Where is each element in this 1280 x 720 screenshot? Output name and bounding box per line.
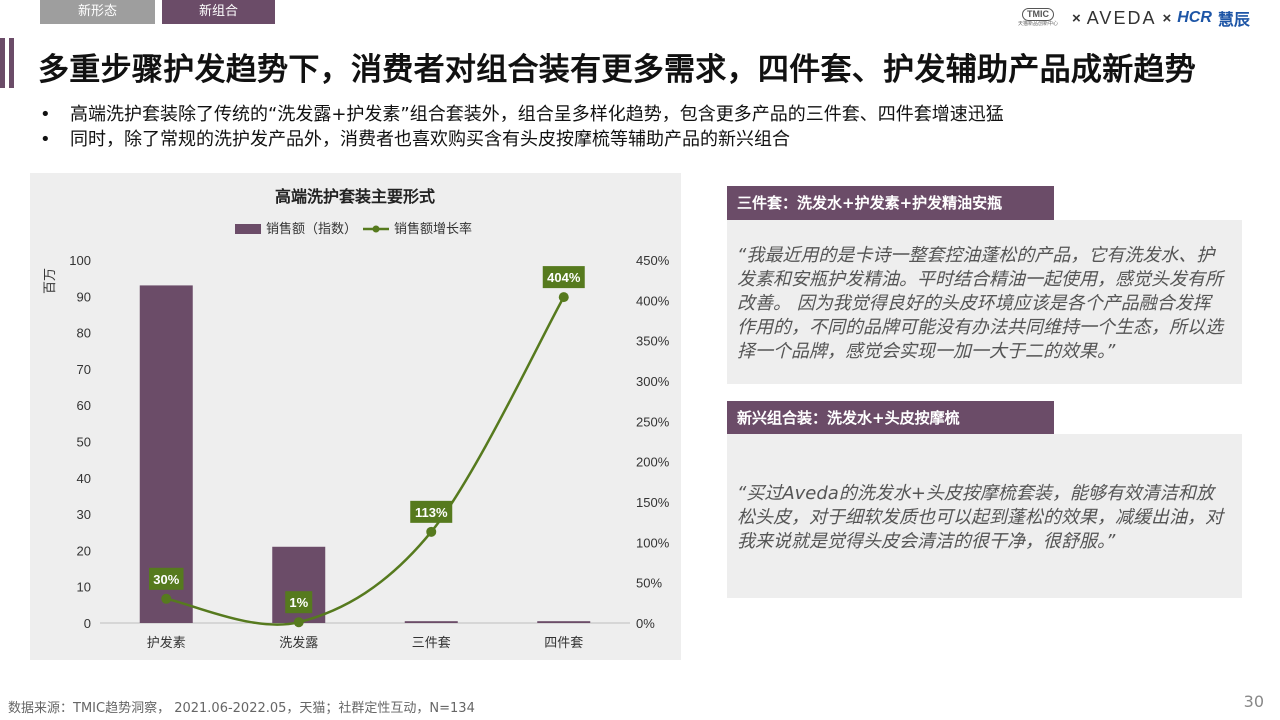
y2-tick-label: 250% bbox=[636, 414, 670, 429]
legend-swatch-bar bbox=[235, 224, 261, 234]
chart-panel: 高端洗护套装主要形式销售额（指数） 销售额增长率百万 0 10 20 30 40 50 60 70… bbox=[30, 173, 681, 660]
chart-title: 高端洗护套装主要形式 bbox=[275, 187, 435, 206]
bar bbox=[404, 621, 458, 623]
y2-tick-label: 300% bbox=[636, 374, 670, 389]
legend-swatch-marker bbox=[372, 225, 380, 233]
data-label: 30% bbox=[153, 572, 179, 587]
x-tick-label: 四件套 bbox=[544, 635, 583, 650]
cross-icon: × bbox=[1162, 9, 1172, 27]
data-label: 113% bbox=[415, 505, 448, 520]
tmic-logo-mark: TMIC bbox=[1022, 8, 1054, 21]
data-source-note: 数据来源：TMIC趋势洞察， 2021.06-2022.05，天猫；社群定性互动… bbox=[8, 701, 475, 716]
bar bbox=[537, 621, 591, 623]
hcr-logo: HCR bbox=[1177, 9, 1212, 26]
line-point bbox=[426, 526, 437, 537]
hcr-logo-chinese: 慧辰 bbox=[1217, 12, 1250, 29]
y-tick-label: 80 bbox=[77, 326, 91, 341]
line-point bbox=[161, 593, 172, 604]
y-tick-label: 0 bbox=[84, 616, 91, 631]
y-tick-label: 60 bbox=[77, 398, 91, 413]
line-point bbox=[293, 617, 304, 628]
y-tick-label: 70 bbox=[77, 362, 91, 377]
y2-tick-label: 450% bbox=[636, 253, 670, 268]
data-label-box bbox=[542, 266, 585, 289]
y-tick-label: 30 bbox=[77, 507, 91, 522]
aveda-logo: AVEDA bbox=[1086, 7, 1157, 28]
data-label-box bbox=[285, 591, 313, 614]
bullet-dot: • bbox=[40, 129, 51, 150]
data-label-box bbox=[410, 500, 453, 523]
y2-tick-label: 0% bbox=[636, 616, 655, 631]
partner-logos: TMIC 天猫新品创新中心 × AVEDA × HCR 慧辰 bbox=[1010, 6, 1250, 30]
y-tick-label: 10 bbox=[77, 580, 91, 595]
bullet-text: 高端洗护套装除了传统的“洗发露+护发素”组合套装外，组合呈多样化趋势，包含更多产… bbox=[70, 104, 1004, 125]
quote-heading-new-combo: 新兴组合装：洗发水+头皮按摩梳 bbox=[727, 401, 1054, 435]
title-accent-bars bbox=[0, 38, 20, 88]
legend-label-bar: 销售额（指数） bbox=[266, 221, 357, 236]
series-line bbox=[166, 296, 565, 626]
line-point bbox=[558, 292, 569, 303]
bullet-item: • 同时，除了常规的洗护发产品外，消费者也喜欢购买含有头皮按摩梳等辅助产品的新兴组… bbox=[40, 127, 1004, 152]
y2-tick-label: 200% bbox=[636, 455, 670, 470]
tmic-logo-subtitle: 天猫新品创新中心 bbox=[1017, 21, 1058, 27]
y2-tick-label: 100% bbox=[636, 535, 670, 550]
data-label-box bbox=[149, 567, 184, 590]
y-axis-label: 百万 bbox=[42, 268, 57, 294]
title-accent-bar bbox=[0, 38, 5, 88]
bullet-dot: • bbox=[40, 104, 51, 125]
y2-tick-label: 150% bbox=[636, 495, 670, 510]
bullet-text: 同时，除了常规的洗护发产品外，消费者也喜欢购买含有头皮按摩梳等辅助产品的新兴组合 bbox=[70, 129, 790, 150]
bullet-list: • 高端洗护套装除了传统的“洗发露+护发素”组合套装外，组合呈多样化趋势，包含更多… bbox=[40, 102, 1004, 152]
y2-tick-label: 400% bbox=[636, 293, 670, 308]
quote-text-three-piece: “我最近用的是卡诗一整套控油蓬松的产品，它有洗发水、护发素和安瓶护发精油。平时结… bbox=[727, 220, 1242, 384]
data-label: 404% bbox=[547, 270, 581, 285]
y-tick-label: 50 bbox=[77, 435, 91, 450]
page-title: 多重步骤护发趋势下，消费者对组合装有更多需求，四件套、护发辅助产品成新趋势 bbox=[38, 52, 1197, 88]
legend-label-line: 销售额增长率 bbox=[394, 221, 472, 236]
y2-tick-label: 350% bbox=[636, 334, 670, 349]
x-tick-label: 护发素 bbox=[147, 635, 186, 650]
title-accent-bar bbox=[9, 38, 14, 88]
tab-new-combination[interactable]: 新组合 bbox=[162, 0, 275, 24]
y-tick-label: 40 bbox=[77, 471, 91, 486]
x-tick-label: 三件套 bbox=[412, 635, 451, 650]
y-tick-label: 90 bbox=[77, 289, 91, 304]
tmic-logo: TMIC 天猫新品创新中心 bbox=[1010, 8, 1066, 28]
y2-tick-label: 50% bbox=[636, 576, 662, 591]
y-tick-label: 100 bbox=[69, 253, 91, 268]
quote-heading-three-piece: 三件套：洗发水+护发素+护发精油安瓶 bbox=[727, 186, 1054, 220]
y-tick-label: 20 bbox=[77, 543, 91, 558]
x-tick-label: 洗发露 bbox=[279, 635, 318, 650]
tab-new-form[interactable]: 新形态 bbox=[40, 0, 155, 24]
cross-icon: × bbox=[1072, 9, 1081, 27]
quote-text-new-combo: “买过Aveda的洗发水+头皮按摩梳套装，能够有效清洁和放松头皮，对于细软发质也… bbox=[727, 434, 1242, 598]
data-label: 1% bbox=[289, 595, 308, 610]
page-number: 30 bbox=[1243, 692, 1264, 711]
bar bbox=[139, 285, 193, 623]
bullet-item: • 高端洗护套装除了传统的“洗发露+护发素”组合套装外，组合呈多样化趋势，包含更多… bbox=[40, 102, 1004, 127]
